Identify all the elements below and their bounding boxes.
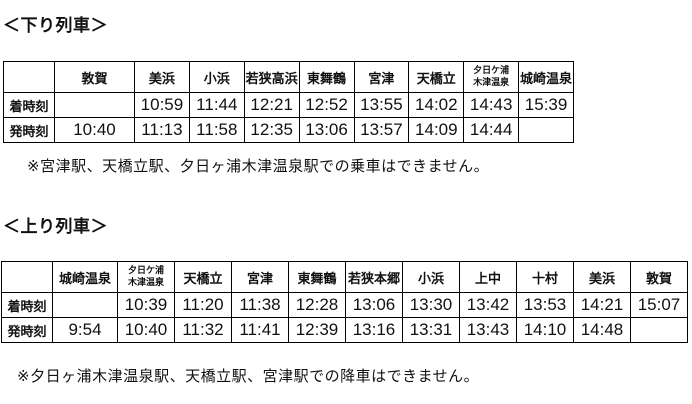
arrival-time-cell: 13:06 xyxy=(345,292,403,318)
station-header-cell: 上中 xyxy=(459,261,517,293)
station-header-cell: 天橋立 xyxy=(408,61,465,93)
station-header-cell: 夕日ケ浦 木津温泉 xyxy=(117,261,175,293)
up-header-row: 城崎温泉 夕日ケ浦 木津温泉 天橋立 宮津 東舞鶴 若狭本郷 小浜 上中 十村 美浜 敦賀 xyxy=(1,261,688,293)
down-arrival-row: 着時刻 10:59 11:44 12:21 12:52 13:55 14:02 14:43 15… xyxy=(3,92,574,118)
station-header-cell: 宮津 xyxy=(353,61,410,93)
departure-time-cell: 11:58 xyxy=(188,117,245,143)
departure-time-cell xyxy=(630,317,688,343)
departure-time-cell: 11:13 xyxy=(134,117,190,143)
up-trains-table: 城崎温泉 夕日ケ浦 木津温泉 天橋立 宮津 東舞鶴 若狭本郷 小浜 上中 十村 美浜 敦賀 着時刻 10:… xyxy=(1,261,688,343)
departure-time-cell xyxy=(518,117,574,143)
down-departure-row: 発時刻 10:40 11:13 11:58 12:35 13:06 13:57 14:09 14… xyxy=(3,117,574,143)
down-timetable: 敦賀 美浜 小浜 若狭高浜 東舞鶴 宮津 天橋立 夕日ケ浦 木津温泉 城崎温泉 着時刻 10:59 11… xyxy=(3,61,574,143)
station-header-cell: 東舞鶴 xyxy=(288,261,346,293)
arrival-time-cell: 14:21 xyxy=(573,292,631,318)
up-timetable: 城崎温泉 夕日ケ浦 木津温泉 天橋立 宮津 東舞鶴 若狭本郷 小浜 上中 十村 美浜 敦賀 着時刻 10:… xyxy=(1,261,688,343)
departure-time-cell: 11:41 xyxy=(231,317,289,343)
corner-cell xyxy=(1,261,53,293)
departure-time-cell: 14:48 xyxy=(573,317,631,343)
arrival-row-label: 着時刻 xyxy=(1,292,53,318)
arrival-time-cell: 13:42 xyxy=(459,292,517,318)
down-trains-table: 敦賀 美浜 小浜 若狭高浜 東舞鶴 宮津 天橋立 夕日ケ浦 木津温泉 城崎温泉 着時刻 10:59 11… xyxy=(3,61,574,143)
station-header-cell: 宮津 xyxy=(231,261,289,293)
station-header-cell: 敦賀 xyxy=(54,61,135,93)
departure-time-cell: 12:35 xyxy=(243,117,300,143)
station-header-cell: 小浜 xyxy=(188,61,245,93)
arrival-time-cell: 10:59 xyxy=(134,92,190,118)
corner-cell xyxy=(3,61,55,93)
station-header-cell: 若狭本郷 xyxy=(345,261,403,293)
station-name-line: 木津温泉 xyxy=(127,277,164,287)
departure-time-cell: 13:31 xyxy=(402,317,460,343)
departure-time-cell: 13:16 xyxy=(345,317,403,343)
departure-time-cell: 13:06 xyxy=(298,117,355,143)
arrival-time-cell: 15:07 xyxy=(630,292,688,318)
station-name-line: 夕日ケ浦 xyxy=(127,265,164,276)
arrival-time-cell: 12:28 xyxy=(288,292,346,318)
station-header-cell: 城崎温泉 xyxy=(52,261,118,293)
arrival-time-cell: 14:02 xyxy=(408,92,465,118)
arrival-time-cell: 12:52 xyxy=(298,92,355,118)
departure-time-cell: 11:32 xyxy=(174,317,232,343)
down-header-row: 敦賀 美浜 小浜 若狭高浜 東舞鶴 宮津 天橋立 夕日ケ浦 木津温泉 城崎温泉 xyxy=(3,61,574,93)
station-header-cell: 夕日ケ浦 木津温泉 xyxy=(463,61,520,93)
departure-time-cell: 12:39 xyxy=(288,317,346,343)
departure-time-cell: 14:09 xyxy=(408,117,465,143)
departure-time-cell: 10:40 xyxy=(54,117,135,143)
down-trains-title: ＜下り列車＞ xyxy=(3,16,108,35)
arrival-time-cell: 13:30 xyxy=(402,292,460,318)
arrival-time-cell xyxy=(54,92,135,118)
arrival-time-cell: 11:20 xyxy=(174,292,232,318)
station-name-line: 夕日ケ浦 xyxy=(473,65,510,76)
down-trains-note: ※宮津駅、天橋立駅、夕日ヶ浦木津温泉駅での乗車はできません。 xyxy=(27,158,490,175)
arrival-time-cell: 11:44 xyxy=(188,92,245,118)
departure-time-cell: 13:43 xyxy=(459,317,517,343)
station-header-cell: 敦賀 xyxy=(630,261,688,293)
arrival-time-cell: 10:39 xyxy=(117,292,175,318)
departure-time-cell: 9:54 xyxy=(52,317,118,343)
departure-time-cell: 14:10 xyxy=(516,317,574,343)
arrival-row-label: 着時刻 xyxy=(3,92,55,118)
departure-time-cell: 14:44 xyxy=(463,117,520,143)
station-header-cell: 東舞鶴 xyxy=(298,61,355,93)
arrival-time-cell: 15:39 xyxy=(518,92,574,118)
station-header-cell: 小浜 xyxy=(402,261,460,293)
station-header-cell: 美浜 xyxy=(573,261,631,293)
up-trains-title: ＜上り列車＞ xyxy=(3,217,108,236)
departure-time-cell: 13:57 xyxy=(353,117,410,143)
arrival-time-cell: 12:21 xyxy=(243,92,300,118)
arrival-time-cell: 13:53 xyxy=(516,292,574,318)
departure-row-label: 発時刻 xyxy=(3,117,55,143)
station-name-line: 木津温泉 xyxy=(473,77,510,87)
arrival-time-cell: 14:43 xyxy=(463,92,520,118)
station-header-cell: 城崎温泉 xyxy=(518,61,574,93)
arrival-time-cell: 11:38 xyxy=(231,292,289,318)
departure-row-label: 発時刻 xyxy=(1,317,53,343)
arrival-time-cell xyxy=(52,292,118,318)
station-header-cell: 美浜 xyxy=(134,61,190,93)
up-arrival-row: 着時刻 10:39 11:20 11:38 12:28 13:06 13:30 13:42 13… xyxy=(1,292,688,318)
departure-time-cell: 10:40 xyxy=(117,317,175,343)
arrival-time-cell: 13:55 xyxy=(353,92,410,118)
up-departure-row: 発時刻 9:54 10:40 11:32 11:41 12:39 13:16 13:31 13:… xyxy=(1,317,688,343)
station-header-cell: 十村 xyxy=(516,261,574,293)
station-header-cell: 若狭高浜 xyxy=(243,61,300,93)
up-trains-note: ※夕日ヶ浦木津温泉駅、天橋立駅、宮津駅での降車はできません。 xyxy=(17,368,480,385)
station-header-cell: 天橋立 xyxy=(174,261,232,293)
